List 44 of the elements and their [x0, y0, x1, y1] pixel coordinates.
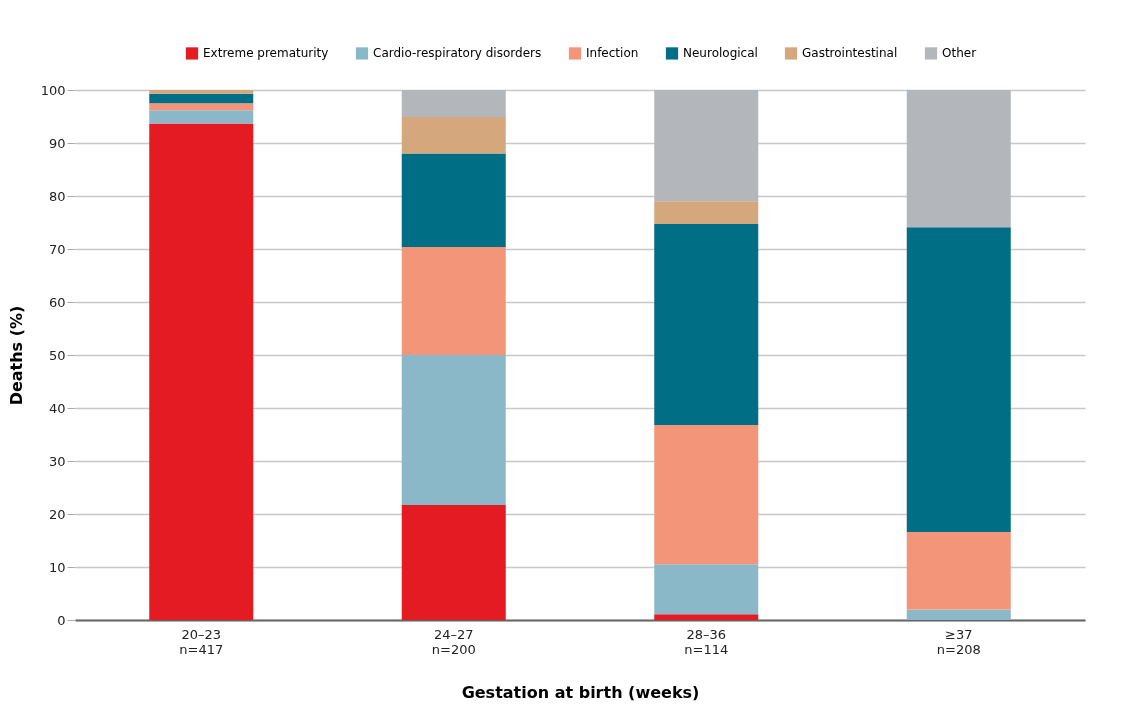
legend-label: Other — [942, 46, 977, 61]
bar — [401, 246, 506, 355]
bar — [906, 90, 1011, 228]
y-axis-title: Deaths (%) — [6, 305, 26, 406]
y-tick-label: 60 — [48, 294, 66, 310]
bar — [401, 153, 506, 247]
bar — [654, 424, 759, 565]
legend-label: Neurological — [683, 46, 758, 61]
bar — [906, 227, 1011, 533]
bar — [654, 224, 759, 425]
bar — [401, 90, 506, 118]
legend-label: Gastrointestinal — [802, 46, 898, 61]
bar — [149, 123, 254, 620]
x-axis-title: Gestation at birth (weeks) — [461, 682, 700, 702]
y-tick-label: 50 — [48, 347, 66, 363]
y-tick-label: 80 — [48, 188, 66, 204]
bar — [149, 103, 254, 111]
bar — [906, 532, 1011, 610]
y-tick-label: 100 — [40, 82, 66, 98]
legend-label: Cardio-respiratory disorders — [373, 46, 542, 61]
bar — [149, 90, 254, 94]
bar — [906, 609, 1011, 620]
y-tick-label: 30 — [48, 453, 66, 469]
x-tick-label: 28–36 n=114 — [684, 626, 729, 657]
y-tick-label: 20 — [48, 506, 66, 522]
y-tick-label: 90 — [48, 135, 66, 151]
legend-label: Extreme prematurity — [203, 46, 329, 61]
x-tick-label: ≥37 n=208 — [936, 626, 981, 657]
x-tick-label: 20–23 n=417 — [179, 626, 224, 657]
legend-label: Infection — [586, 46, 639, 61]
y-tick-label: 0 — [57, 612, 66, 628]
bar — [149, 93, 254, 104]
bar — [654, 564, 759, 615]
y-tick-label: 40 — [48, 400, 66, 416]
x-tick-label: 24–27 n=200 — [431, 626, 476, 657]
bar — [401, 355, 506, 505]
bar — [654, 201, 759, 225]
y-tick-label: 70 — [48, 241, 66, 257]
y-tick-label: 10 — [48, 559, 66, 575]
bar — [149, 110, 254, 124]
bar — [401, 504, 506, 620]
bar — [654, 90, 759, 202]
bar — [401, 117, 506, 154]
bar — [654, 614, 759, 620]
